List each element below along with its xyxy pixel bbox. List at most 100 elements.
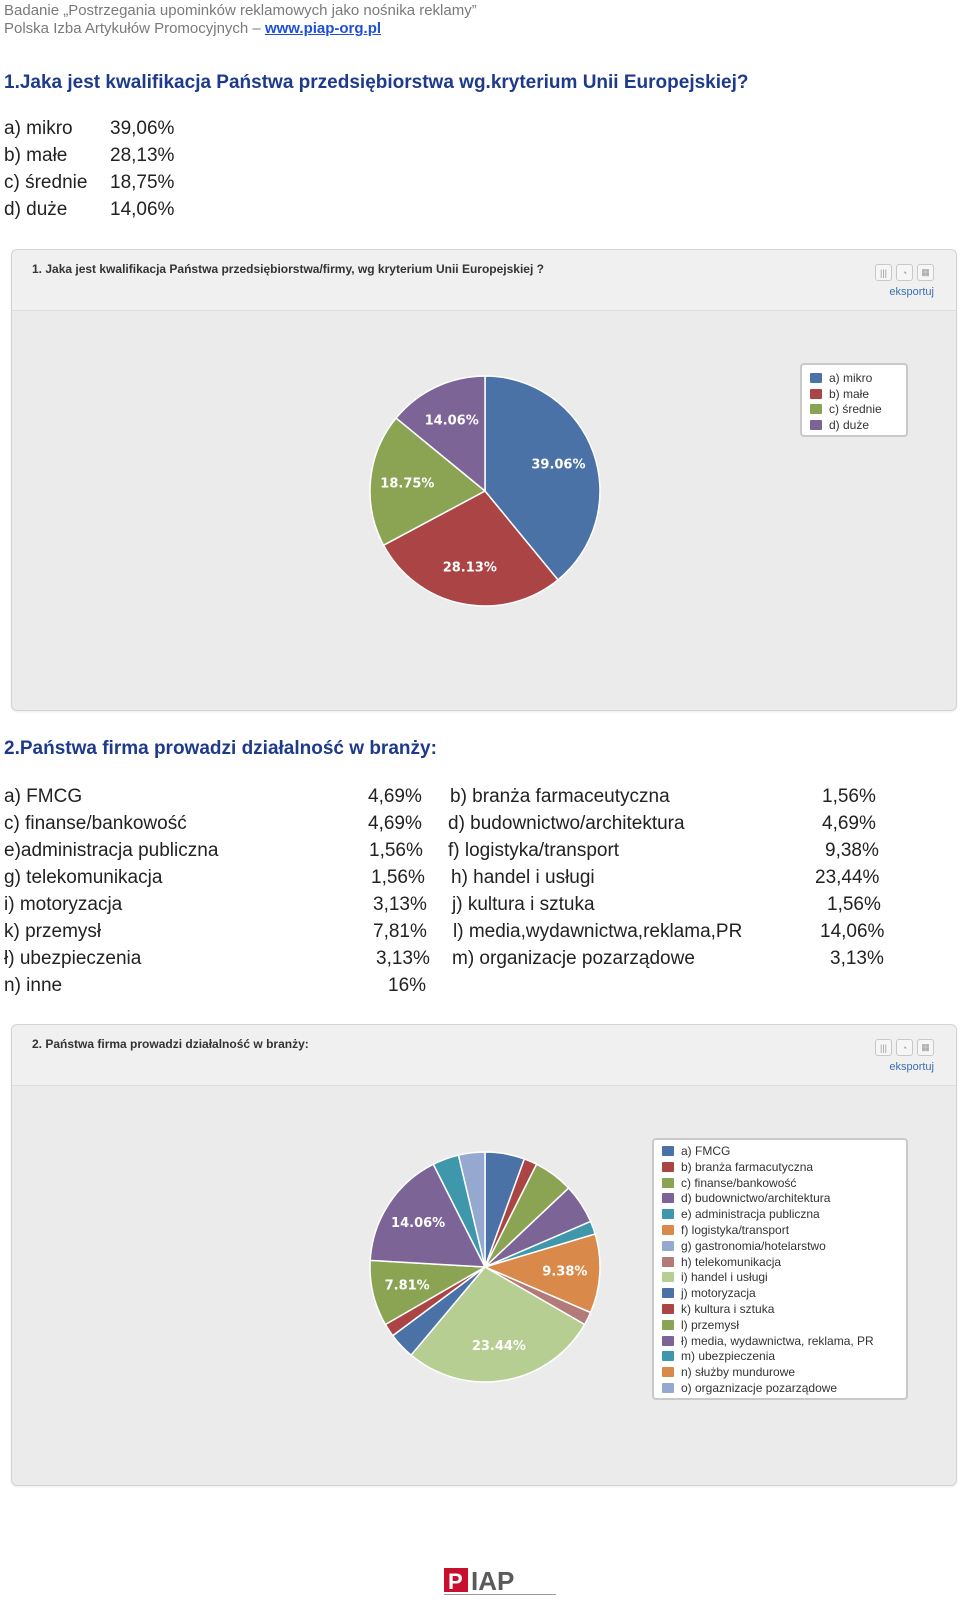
pie-slice bbox=[395, 375, 486, 493]
legend-item[interactable]: m) ubezpieczenia bbox=[662, 1349, 775, 1363]
legend-item[interactable]: b) małe bbox=[810, 387, 869, 401]
legend-swatch bbox=[662, 1367, 674, 1378]
legend-item[interactable]: g) gastronomia/hotelarstwo bbox=[662, 1239, 826, 1253]
legend-label: l) przemysł bbox=[681, 1317, 740, 1332]
legend-item[interactable]: j) motoryzacja bbox=[662, 1286, 756, 1300]
export-link[interactable]: eksportuj bbox=[889, 286, 934, 298]
legend-label: m) ubezpieczenia bbox=[681, 1349, 776, 1364]
q1-answer-label: c) średnie bbox=[4, 172, 88, 193]
pie-slice bbox=[484, 375, 601, 581]
pie-data-label: 7.81% bbox=[385, 1278, 430, 1293]
legend-label: d) duże bbox=[829, 417, 870, 432]
bar-chart-icon[interactable]: ||| bbox=[875, 264, 892, 281]
q2-answer-label: b) branża farmaceutyczna bbox=[450, 786, 670, 807]
q2-answer-label: g) telekomunikacja bbox=[4, 867, 163, 888]
legend-swatch bbox=[662, 1240, 674, 1251]
pie-slice bbox=[369, 416, 487, 547]
q2-answer-label: a) FMCG bbox=[4, 786, 83, 807]
q1-answer-label: d) duże bbox=[4, 199, 68, 220]
q1-answer-value: 39,06% bbox=[110, 118, 175, 139]
q1-answer-value: 18,75% bbox=[110, 172, 175, 193]
legend-swatch bbox=[662, 1161, 674, 1172]
bar-chart-icon[interactable]: ||| bbox=[875, 1039, 892, 1056]
q2-answer-label: f) logistyka/transport bbox=[448, 840, 620, 861]
q2-answer-value: 1,56% bbox=[369, 840, 423, 861]
export-link[interactable]: eksportuj bbox=[889, 1061, 934, 1073]
legend-item[interactable]: a) mikro bbox=[810, 371, 872, 385]
legend-item[interactable]: ł) media, wydawnictwa, reklama, PR bbox=[662, 1334, 874, 1348]
legend-label: f) logistyka/transport bbox=[681, 1223, 790, 1237]
header-org-line: Polska Izba Artykułów Promocyjnych – www… bbox=[4, 20, 477, 38]
q2-answer-value: 1,56% bbox=[827, 894, 881, 915]
q2-answer-value: 1,56% bbox=[822, 786, 876, 807]
pie-data-label: 14.06% bbox=[425, 413, 479, 428]
legend-label: g) gastronomia/hotelarstwo bbox=[681, 1238, 826, 1253]
legend-swatch bbox=[662, 1177, 674, 1188]
chart-panel-q1: 1. Jaka jest kwalifikacja Państwa przeds… bbox=[11, 249, 957, 711]
legend-item[interactable]: o) orgaznizacje pozarządowe bbox=[662, 1381, 837, 1395]
q2-answer-label: n) inne bbox=[4, 975, 63, 996]
legend-item[interactable]: i) handel i usługi bbox=[662, 1270, 768, 1284]
legend-swatch bbox=[662, 1319, 674, 1330]
legend-swatch bbox=[810, 404, 822, 415]
legend-swatch bbox=[662, 1383, 674, 1393]
table-icon[interactable]: ▦ bbox=[917, 1039, 934, 1056]
legend-item[interactable]: c) średnie bbox=[810, 402, 882, 416]
legend-item[interactable]: e) administracja publiczna bbox=[662, 1207, 820, 1221]
q2-answer-label: e)administracja publiczna bbox=[4, 840, 219, 861]
legend-swatch bbox=[810, 373, 822, 383]
legend-swatch bbox=[662, 1272, 674, 1283]
q2-answer-label: l) media,wydawnictwa,reklama,PR bbox=[453, 921, 743, 942]
legend-swatch bbox=[810, 419, 822, 430]
q2-answer-value: 4,69% bbox=[368, 786, 422, 807]
legend-label: e) administracja publiczna bbox=[681, 1207, 820, 1222]
q1-answer-value: 14,06% bbox=[110, 199, 175, 220]
chart-panel-q2: 2. Państwa firma prowadzi działalność w … bbox=[11, 1024, 957, 1486]
legend-item[interactable]: k) kultura i sztuka bbox=[662, 1302, 774, 1316]
header-org-name: Polska Izba Artykułów Promocyjnych – bbox=[4, 20, 265, 37]
legend-item[interactable]: a) FMCG bbox=[662, 1144, 730, 1158]
legend-label: n) służby mundurowe bbox=[681, 1365, 796, 1380]
document-header: Badanie „Postrzegania upominków reklamow… bbox=[4, 2, 477, 38]
pie-chart-icon[interactable]: ◔ bbox=[896, 264, 913, 281]
q2-answer-label: k) przemysł bbox=[4, 921, 102, 942]
svg-text:P: P bbox=[448, 1569, 463, 1594]
legend-item[interactable]: d) duże bbox=[810, 418, 869, 432]
q2-answer-label: i) motoryzacja bbox=[4, 894, 123, 915]
q2-answer-value: 14,06% bbox=[820, 921, 885, 942]
legend-item[interactable]: n) służby mundurowe bbox=[662, 1365, 795, 1379]
pie-data-label: 39.06% bbox=[531, 458, 585, 473]
q2-answer-value: 3,13% bbox=[376, 948, 430, 969]
legend-item[interactable]: b) branża farmacutyczna bbox=[662, 1160, 813, 1174]
legend-swatch bbox=[810, 388, 822, 399]
q2-answer-value: 3,13% bbox=[373, 894, 427, 915]
header-link[interactable]: www.piap-org.pl bbox=[264, 20, 382, 37]
pie-data-label: 18.75% bbox=[380, 476, 434, 491]
q2-answer-value: 1,56% bbox=[371, 867, 425, 888]
pie-chart-icon[interactable]: ◔ bbox=[896, 1039, 913, 1056]
pie-slice bbox=[369, 1163, 487, 1268]
legend-item[interactable]: c) finanse/bankowość bbox=[662, 1176, 796, 1190]
legend-item[interactable]: h) telekomunikacja bbox=[662, 1255, 781, 1269]
legend-label: ł) media, wydawnictwa, reklama, PR bbox=[681, 1333, 874, 1348]
pie-slice bbox=[410, 1266, 586, 1383]
pie-chart-q2: 9.38% 23.44% 7.81% 14.06% bbox=[369, 1151, 601, 1383]
table-icon[interactable]: ▦ bbox=[917, 264, 934, 281]
svg-text:IAP: IAP bbox=[471, 1566, 514, 1596]
pie-slice bbox=[457, 1151, 486, 1268]
legend-item[interactable]: d) budownictwo/architektura bbox=[662, 1191, 830, 1205]
q2-answer-label: c) finanse/bankowość bbox=[4, 813, 187, 834]
pie-data-label: 14.06% bbox=[391, 1216, 445, 1231]
chart-toolbar: ||| ◔ ▦ bbox=[875, 264, 934, 281]
legend-item[interactable]: l) przemysł bbox=[662, 1318, 739, 1332]
legend-label: k) kultura i sztuka bbox=[681, 1302, 775, 1316]
q2-answer-value: 4,69% bbox=[822, 813, 876, 834]
legend-label: o) orgaznizacje pozarządowe bbox=[681, 1381, 838, 1395]
pie-data-label: 28.13% bbox=[443, 561, 497, 576]
legend-label: b) branża farmacutyczna bbox=[681, 1159, 814, 1174]
legend-label: j) motoryzacja bbox=[681, 1286, 756, 1301]
q2-answer-value: 9,38% bbox=[825, 840, 879, 861]
legend-swatch bbox=[662, 1193, 674, 1204]
legend-swatch bbox=[662, 1335, 674, 1346]
legend-item[interactable]: f) logistyka/transport bbox=[662, 1223, 789, 1237]
